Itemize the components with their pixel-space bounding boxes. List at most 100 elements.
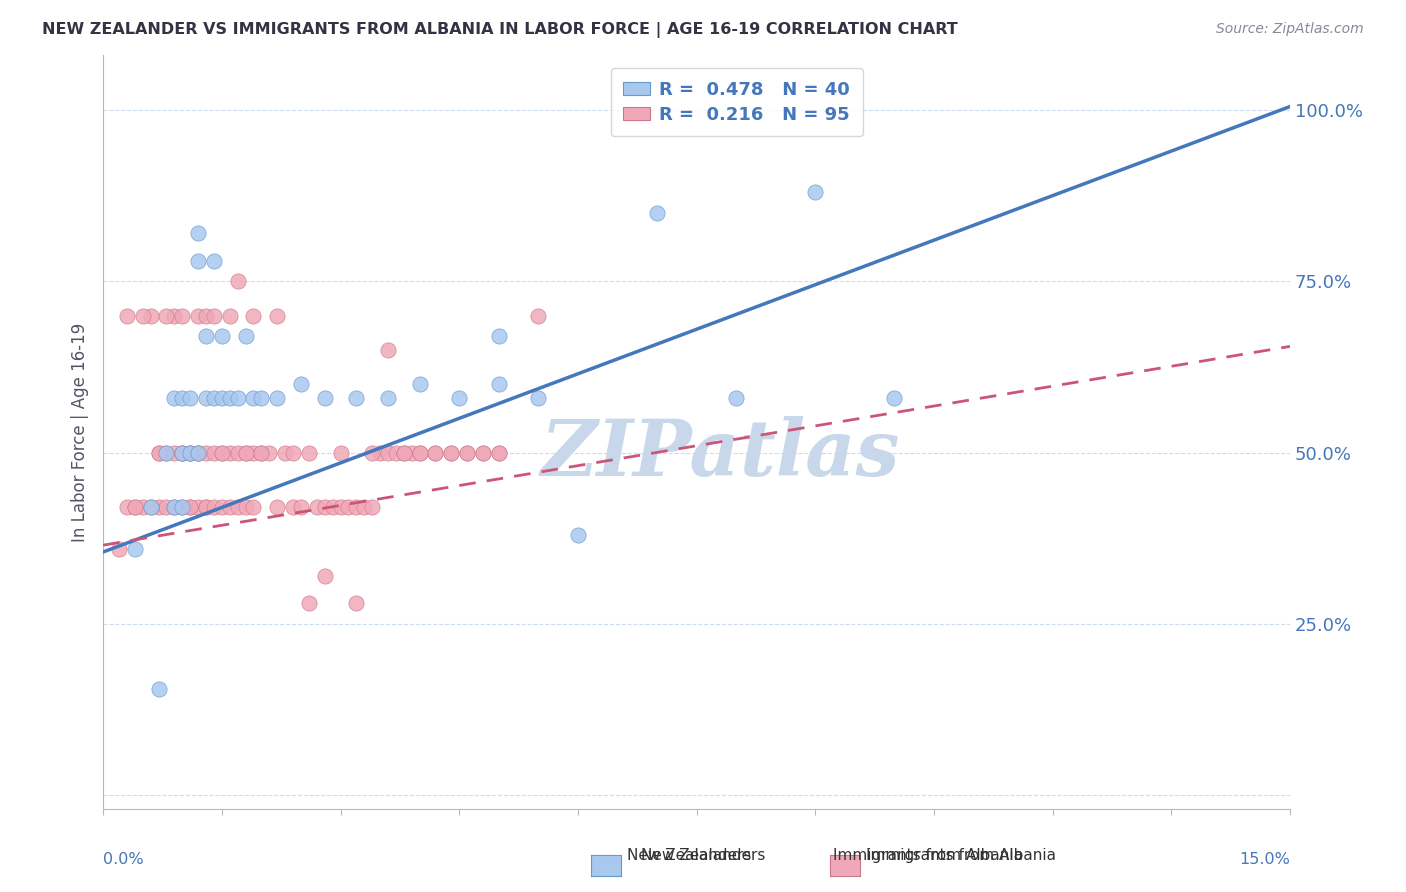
Point [567, 528, 589, 542]
Point [226, 274, 249, 288]
Point [250, 445, 273, 459]
Point [329, 500, 352, 515]
Point [195, 309, 218, 323]
Point [108, 541, 131, 556]
Point [124, 500, 146, 515]
Point [242, 445, 264, 459]
Point [163, 309, 186, 323]
Point [344, 391, 367, 405]
Point [235, 500, 257, 515]
Point [155, 309, 177, 323]
Point [488, 329, 510, 343]
Point [163, 445, 186, 459]
Point [218, 500, 240, 515]
Point [211, 329, 233, 343]
Point [377, 343, 399, 357]
Point [392, 445, 415, 459]
Point [353, 500, 375, 515]
Point [179, 445, 201, 459]
Point [377, 445, 399, 459]
Point [266, 391, 288, 405]
Text: Source: ZipAtlas.com: Source: ZipAtlas.com [1216, 22, 1364, 37]
Point [115, 500, 138, 515]
Point [298, 445, 321, 459]
Point [218, 309, 240, 323]
Point [290, 500, 312, 515]
Point [456, 445, 478, 459]
Point [195, 500, 218, 515]
Point [368, 445, 391, 459]
Point [527, 391, 550, 405]
Point [281, 500, 304, 515]
Point [471, 445, 494, 459]
Point [187, 445, 209, 459]
Point [266, 309, 288, 323]
Point [804, 185, 827, 199]
Point [645, 206, 668, 220]
Point [408, 377, 430, 392]
Point [226, 445, 249, 459]
Point [344, 596, 367, 610]
Point [148, 500, 170, 515]
Point [218, 445, 240, 459]
Point [408, 445, 430, 459]
Point [139, 500, 162, 515]
Text: Immigrants from Albania: Immigrants from Albania [832, 848, 1024, 863]
Point [314, 500, 336, 515]
Point [179, 445, 201, 459]
Point [408, 445, 430, 459]
Point [211, 391, 233, 405]
Point [883, 391, 905, 405]
Point [187, 445, 209, 459]
Point [172, 445, 194, 459]
Point [274, 445, 297, 459]
Point [187, 253, 209, 268]
Point [211, 500, 233, 515]
Point [471, 445, 494, 459]
Point [266, 500, 288, 515]
Point [456, 445, 478, 459]
Point [449, 391, 471, 405]
Point [187, 309, 209, 323]
Point [226, 500, 249, 515]
Point [440, 445, 463, 459]
Point [187, 227, 209, 241]
Point [250, 391, 273, 405]
Point [235, 329, 257, 343]
Point [314, 391, 336, 405]
Point [155, 500, 177, 515]
Point [242, 500, 264, 515]
Point [385, 445, 408, 459]
Point [148, 682, 170, 697]
Point [195, 445, 218, 459]
Point [329, 445, 352, 459]
Point [139, 500, 162, 515]
Point [488, 445, 510, 459]
Point [344, 500, 367, 515]
Point [725, 391, 748, 405]
Point [163, 500, 186, 515]
Point [377, 391, 399, 405]
Y-axis label: In Labor Force | Age 16-19: In Labor Force | Age 16-19 [72, 322, 89, 541]
Point [124, 500, 146, 515]
Text: New Zealanders: New Zealanders [627, 848, 751, 863]
Point [148, 445, 170, 459]
Point [322, 500, 344, 515]
Point [195, 329, 218, 343]
Point [211, 445, 233, 459]
Point [440, 445, 463, 459]
Point [527, 309, 550, 323]
Point [172, 309, 194, 323]
Point [401, 445, 423, 459]
Point [139, 309, 162, 323]
Point [235, 445, 257, 459]
Point [131, 309, 153, 323]
Point [425, 445, 447, 459]
Text: Immigrants from Albania: Immigrants from Albania [866, 848, 1056, 863]
Point [148, 445, 170, 459]
Point [195, 500, 218, 515]
Point [155, 445, 177, 459]
Point [361, 445, 384, 459]
Point [425, 445, 447, 459]
Point [202, 500, 225, 515]
